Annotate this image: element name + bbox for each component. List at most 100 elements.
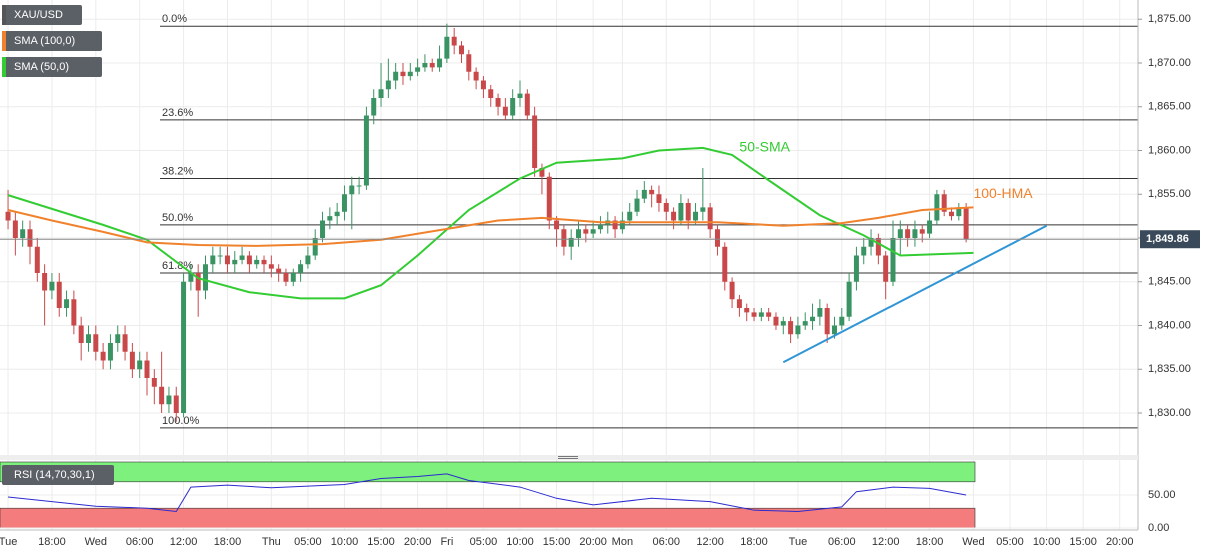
candle-body [685, 203, 691, 221]
candle-body [766, 312, 772, 317]
candle-body [576, 229, 582, 238]
candle-body [137, 360, 143, 370]
y-tick-label: 1,865.00 [1148, 101, 1191, 113]
last-price-label: 1,849.86 [1146, 233, 1189, 245]
candle-body [268, 264, 274, 269]
candle-body [780, 321, 786, 326]
candle-body [27, 229, 33, 247]
candle-body [649, 189, 655, 195]
candle-body [619, 220, 625, 230]
candle-body [905, 229, 911, 238]
x-tick-label: Mon [612, 536, 633, 548]
candle-body [539, 168, 545, 177]
candle-body [246, 255, 252, 265]
candle-body [663, 203, 669, 212]
legend-label: SMA (50,0) [14, 61, 69, 73]
candle-body [678, 203, 684, 221]
candle-body [934, 194, 940, 221]
x-tick-label: 15:00 [543, 536, 571, 548]
candle-body [897, 229, 903, 238]
candle-body [232, 259, 238, 265]
legend-swatch [2, 57, 6, 77]
candle-body [217, 255, 223, 257]
x-tick-label: 10:00 [506, 536, 534, 548]
candle-body [64, 299, 70, 308]
x-tick-label: 10:00 [331, 536, 359, 548]
candle-body [890, 238, 896, 282]
ma-line [7, 146, 974, 300]
candle-body [144, 360, 150, 378]
candle-body [451, 36, 457, 46]
candle-body [20, 229, 26, 238]
candle-body [254, 259, 260, 265]
legend-box [2, 57, 102, 77]
rsi-overbought-zone [0, 461, 976, 483]
candle-body [415, 67, 421, 72]
y-tick-label: 1,845.00 [1148, 276, 1191, 288]
x-tick-label: 06:00 [828, 536, 856, 548]
candle-body [100, 351, 106, 361]
candle-body [195, 273, 201, 291]
candle-body [173, 395, 179, 413]
x-tick-label: 05:00 [294, 536, 322, 548]
candle-body [34, 246, 40, 273]
candle-body [378, 89, 384, 98]
candle-body [334, 211, 340, 217]
candle-body [151, 378, 157, 387]
candle-body [429, 63, 435, 68]
x-tick-label: 15:00 [1069, 536, 1097, 548]
x-tick-label: 18:00 [740, 536, 768, 548]
y-tick-label: 1,870.00 [1148, 57, 1191, 69]
fib-label: 23.6% [162, 107, 193, 119]
legend-swatch [2, 5, 6, 25]
candle-body [320, 220, 326, 238]
x-tick-label: Thu [262, 536, 281, 548]
candle-body [49, 281, 55, 291]
x-tick-label: 18:00 [916, 536, 944, 548]
legend-label: SMA (100,0) [14, 35, 75, 47]
candle-body [502, 106, 508, 116]
candle-body [824, 308, 830, 335]
candle-body [546, 176, 552, 221]
fib-label: 50.0% [162, 212, 193, 224]
candle-body [736, 299, 742, 308]
legend-box [2, 5, 82, 25]
ma-line [7, 206, 974, 247]
candle-body [371, 98, 377, 116]
candle-body [71, 299, 77, 326]
candle-body [203, 264, 209, 291]
layer: 0.0%23.6%38.2%50.0%61.8%100.0%50-SMA100-… [0, 0, 1138, 530]
candle-body [312, 238, 318, 256]
fib-label: 0.0% [162, 13, 187, 25]
candle-body [773, 316, 779, 326]
candle-body [290, 273, 296, 282]
candle-body [393, 71, 399, 81]
x-tick-label: Tue [789, 536, 808, 548]
candle-body [473, 71, 479, 81]
trendline [782, 224, 1048, 364]
y-tick-label: 1,860.00 [1148, 144, 1191, 156]
candle-body [466, 54, 472, 72]
y-tick-label: 1,835.00 [1148, 363, 1191, 375]
x-tick-label: 05:00 [996, 536, 1024, 548]
candle-body [517, 93, 523, 98]
x-tick-label: 20:00 [404, 536, 432, 548]
candle-body [875, 238, 881, 256]
candle-body [751, 312, 757, 317]
candle-body [85, 334, 91, 343]
candle-body [122, 334, 128, 352]
y-tick-label: 1,875.00 [1148, 13, 1191, 25]
candle-body [42, 273, 48, 291]
candle-body [919, 229, 925, 234]
candle-body [188, 273, 194, 282]
x-tick-label: 12:00 [872, 536, 900, 548]
y2-tick-label: 0.00 [1148, 522, 1169, 534]
candle-body [707, 207, 713, 230]
x-tick-label: 18:00 [38, 536, 66, 548]
rsi-label-box [2, 465, 114, 485]
candle-body [568, 238, 574, 247]
y2-tick-label: 50.00 [1148, 489, 1176, 501]
x-tick-label: 12:00 [696, 536, 724, 548]
pane-separator[interactable] [0, 455, 1138, 460]
candle-body [853, 255, 859, 282]
